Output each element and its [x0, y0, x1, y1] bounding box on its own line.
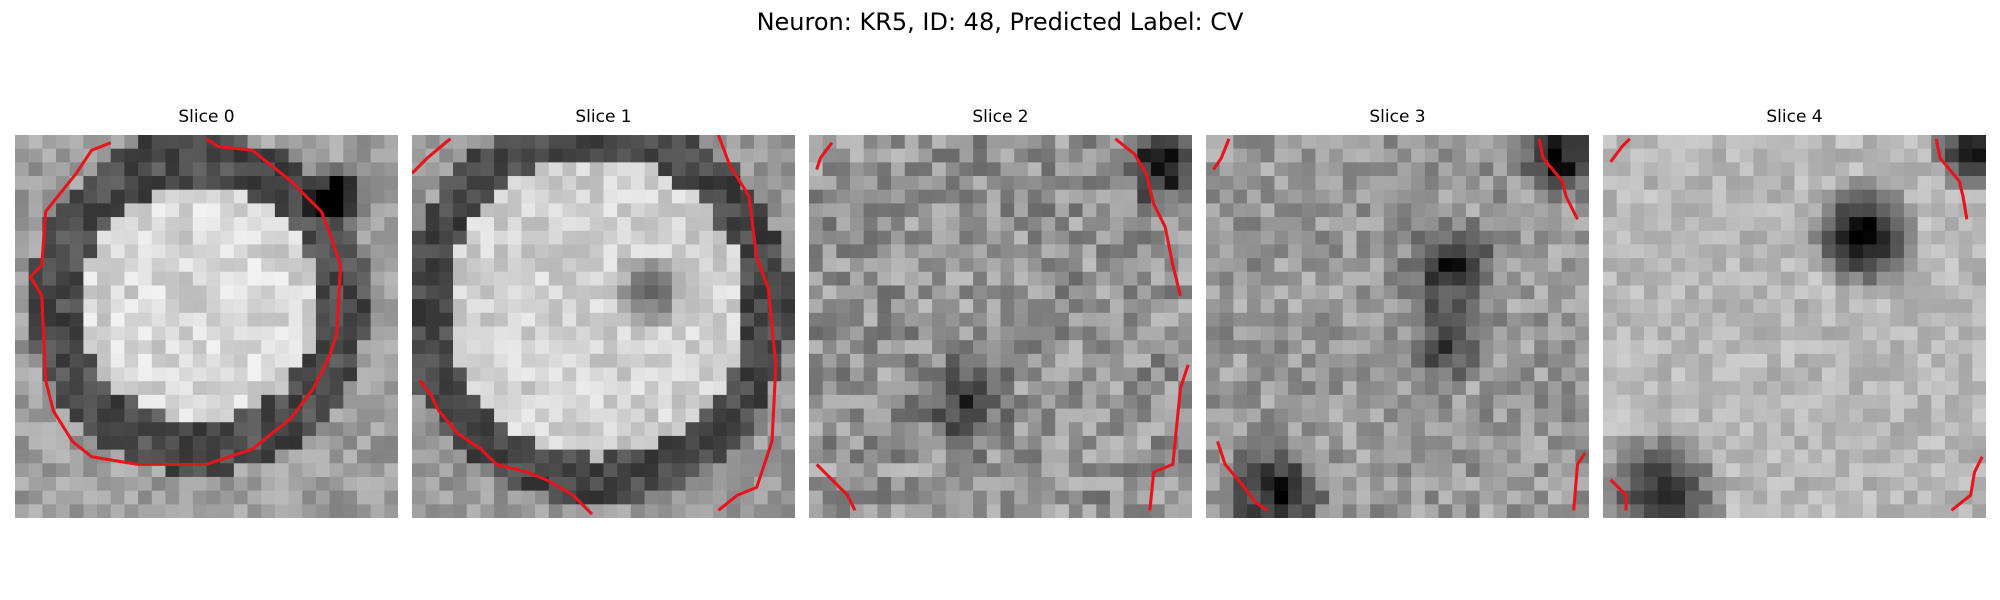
- slice-title: Slice 2: [972, 107, 1029, 127]
- pixel-grid: [412, 135, 795, 518]
- slice-title: Slice 1: [575, 107, 632, 127]
- slice-image: [1603, 135, 1986, 518]
- contour-line: [1950, 456, 1984, 512]
- contour-line: [418, 379, 594, 516]
- figure-title: Neuron: KR5, ID: 48, Predicted Label: CV: [756, 8, 1244, 36]
- slice-title: Slice 0: [178, 107, 235, 127]
- contour-line: [1609, 137, 1631, 163]
- pixel-grid: [15, 135, 398, 518]
- slice-svg: [809, 135, 1192, 518]
- slice-image: [809, 135, 1192, 518]
- contour-line: [28, 137, 343, 466]
- slice-image: [1206, 135, 1589, 518]
- slice-panel-4: Slice 4: [1603, 105, 1986, 518]
- slice-title: Slice 4: [1766, 107, 1823, 127]
- contour-line: [1934, 138, 1969, 220]
- contour-line: [815, 463, 857, 512]
- contour-line: [1572, 452, 1587, 511]
- slice-svg: [15, 135, 398, 518]
- slice-svg: [1603, 135, 1986, 518]
- pixel-grid: [1603, 135, 1986, 518]
- pixel-grid: [1206, 135, 1589, 518]
- pixel-grid: [809, 135, 1192, 518]
- contour-line: [815, 141, 834, 170]
- slice-panel-1: Slice 1: [412, 105, 795, 518]
- slice-svg: [1206, 135, 1589, 518]
- slice-image: [412, 135, 795, 518]
- slice-svg: [412, 135, 795, 518]
- slice-title: Slice 3: [1369, 107, 1426, 127]
- contour-line: [1609, 478, 1628, 511]
- contour-line: [1148, 364, 1190, 511]
- contour-line: [1537, 138, 1579, 220]
- contour-line: [1114, 137, 1182, 297]
- slice-panel-3: Slice 3: [1206, 105, 1589, 518]
- slice-image: [15, 135, 398, 518]
- contour-line: [716, 135, 778, 512]
- contour-line: [1216, 440, 1269, 512]
- contour-line: [1212, 138, 1231, 171]
- slice-panel-0: Slice 0: [15, 105, 398, 518]
- slice-panel-2: Slice 2: [809, 105, 1192, 518]
- contour-line: [412, 137, 452, 175]
